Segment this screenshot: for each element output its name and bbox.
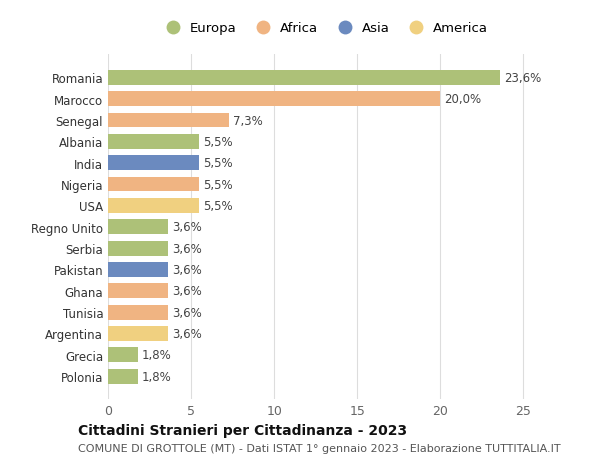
Text: 1,8%: 1,8% xyxy=(142,348,172,361)
Text: 1,8%: 1,8% xyxy=(142,370,172,383)
Text: Cittadini Stranieri per Cittadinanza - 2023: Cittadini Stranieri per Cittadinanza - 2… xyxy=(78,423,407,437)
Text: 23,6%: 23,6% xyxy=(504,72,542,84)
Bar xyxy=(108,177,199,192)
Bar xyxy=(108,134,199,150)
Text: 3,6%: 3,6% xyxy=(172,263,202,276)
Text: 20,0%: 20,0% xyxy=(445,93,482,106)
Bar xyxy=(108,369,138,384)
Text: 7,3%: 7,3% xyxy=(233,114,263,127)
Text: 3,6%: 3,6% xyxy=(172,327,202,340)
Text: COMUNE DI GROTTOLE (MT) - Dati ISTAT 1° gennaio 2023 - Elaborazione TUTTITALIA.I: COMUNE DI GROTTOLE (MT) - Dati ISTAT 1° … xyxy=(78,443,560,453)
Bar xyxy=(108,241,168,256)
Bar xyxy=(108,198,199,213)
Text: 5,5%: 5,5% xyxy=(203,157,233,170)
Text: 3,6%: 3,6% xyxy=(172,242,202,255)
Text: 5,5%: 5,5% xyxy=(203,135,233,149)
Text: 3,6%: 3,6% xyxy=(172,306,202,319)
Bar xyxy=(108,263,168,277)
Text: 3,6%: 3,6% xyxy=(172,221,202,234)
Text: 3,6%: 3,6% xyxy=(172,285,202,297)
Legend: Europa, Africa, Asia, America: Europa, Africa, Asia, America xyxy=(154,17,494,40)
Bar xyxy=(108,220,168,235)
Text: 5,5%: 5,5% xyxy=(203,178,233,191)
Bar xyxy=(108,92,440,107)
Bar xyxy=(108,347,138,363)
Bar xyxy=(108,156,199,171)
Text: 5,5%: 5,5% xyxy=(203,199,233,213)
Bar xyxy=(108,326,168,341)
Bar xyxy=(108,284,168,298)
Bar xyxy=(108,305,168,320)
Bar xyxy=(108,71,500,86)
Bar xyxy=(108,113,229,128)
